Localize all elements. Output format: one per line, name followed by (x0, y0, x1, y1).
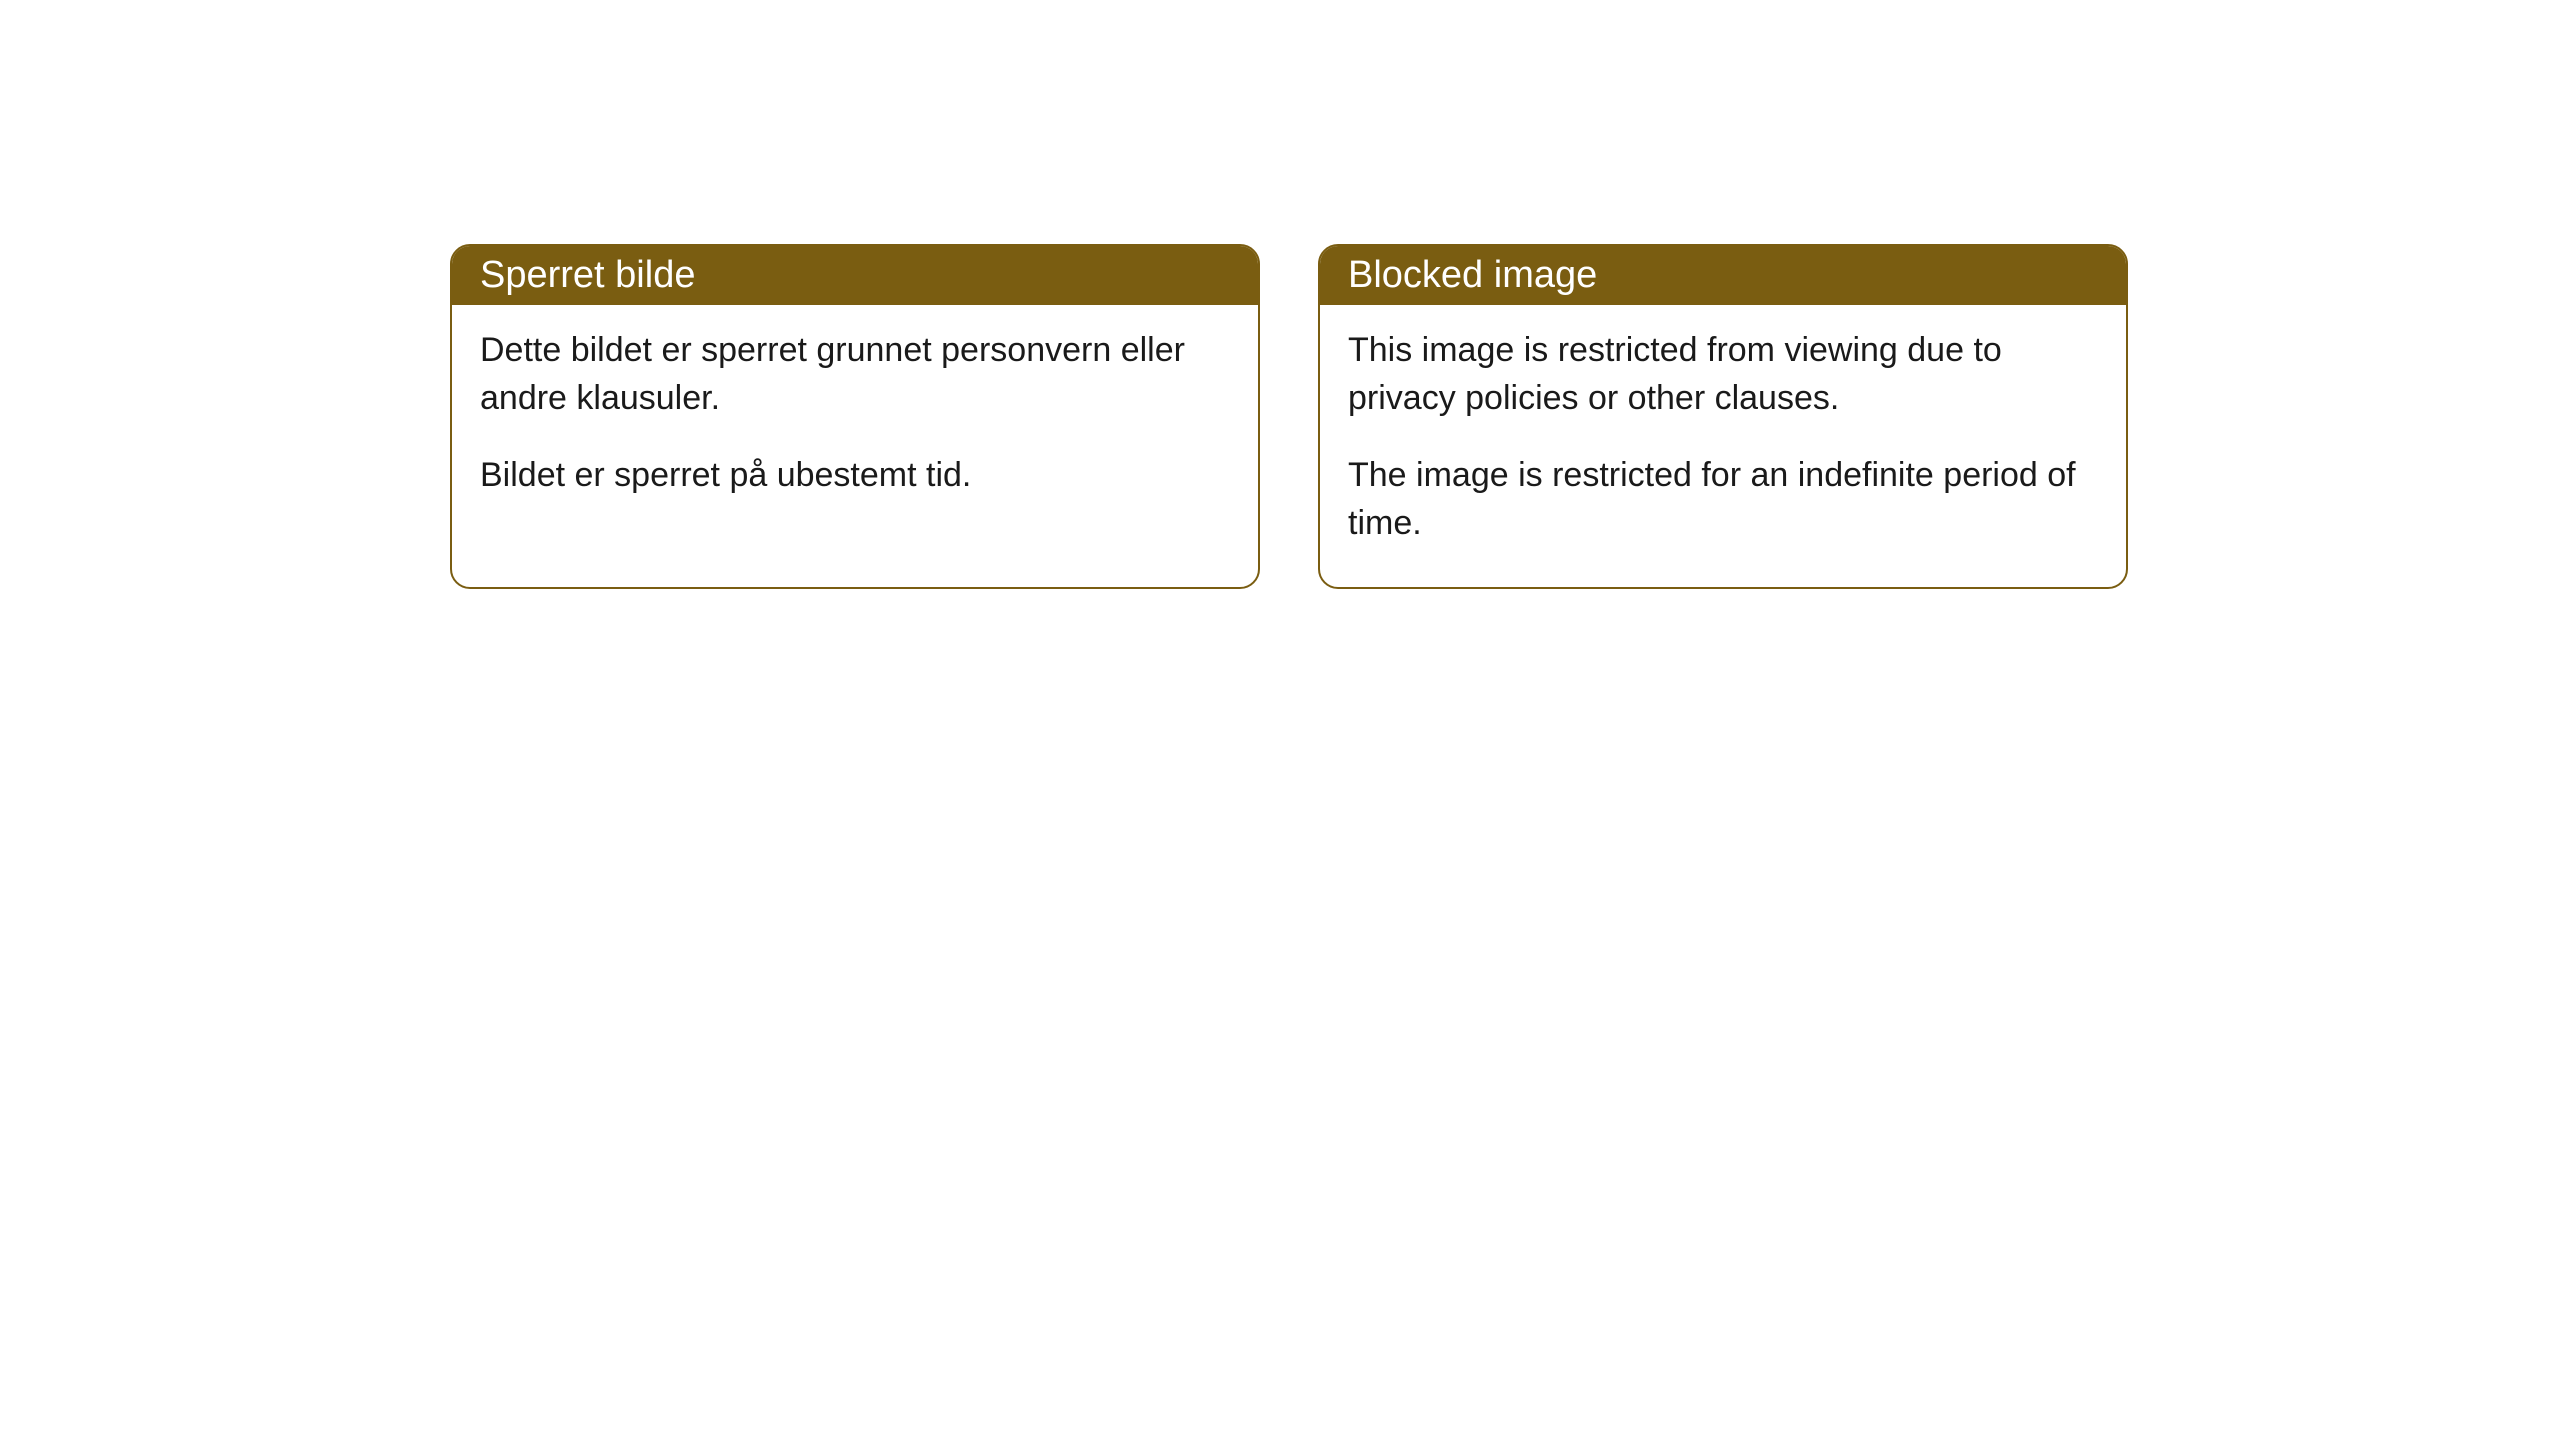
notice-paragraph-2: Bildet er sperret på ubestemt tid. (480, 452, 1230, 500)
card-body: This image is restricted from viewing du… (1320, 305, 2126, 587)
notice-paragraph-1: Dette bildet er sperret grunnet personve… (480, 327, 1230, 422)
notice-cards-container: Sperret bilde Dette bildet er sperret gr… (450, 244, 2128, 589)
card-body: Dette bildet er sperret grunnet personve… (452, 305, 1258, 540)
notice-paragraph-2: The image is restricted for an indefinit… (1348, 452, 2098, 547)
blocked-image-card-norwegian: Sperret bilde Dette bildet er sperret gr… (450, 244, 1260, 589)
blocked-image-card-english: Blocked image This image is restricted f… (1318, 244, 2128, 589)
notice-paragraph-1: This image is restricted from viewing du… (1348, 327, 2098, 422)
card-header: Blocked image (1320, 246, 2126, 305)
card-header: Sperret bilde (452, 246, 1258, 305)
